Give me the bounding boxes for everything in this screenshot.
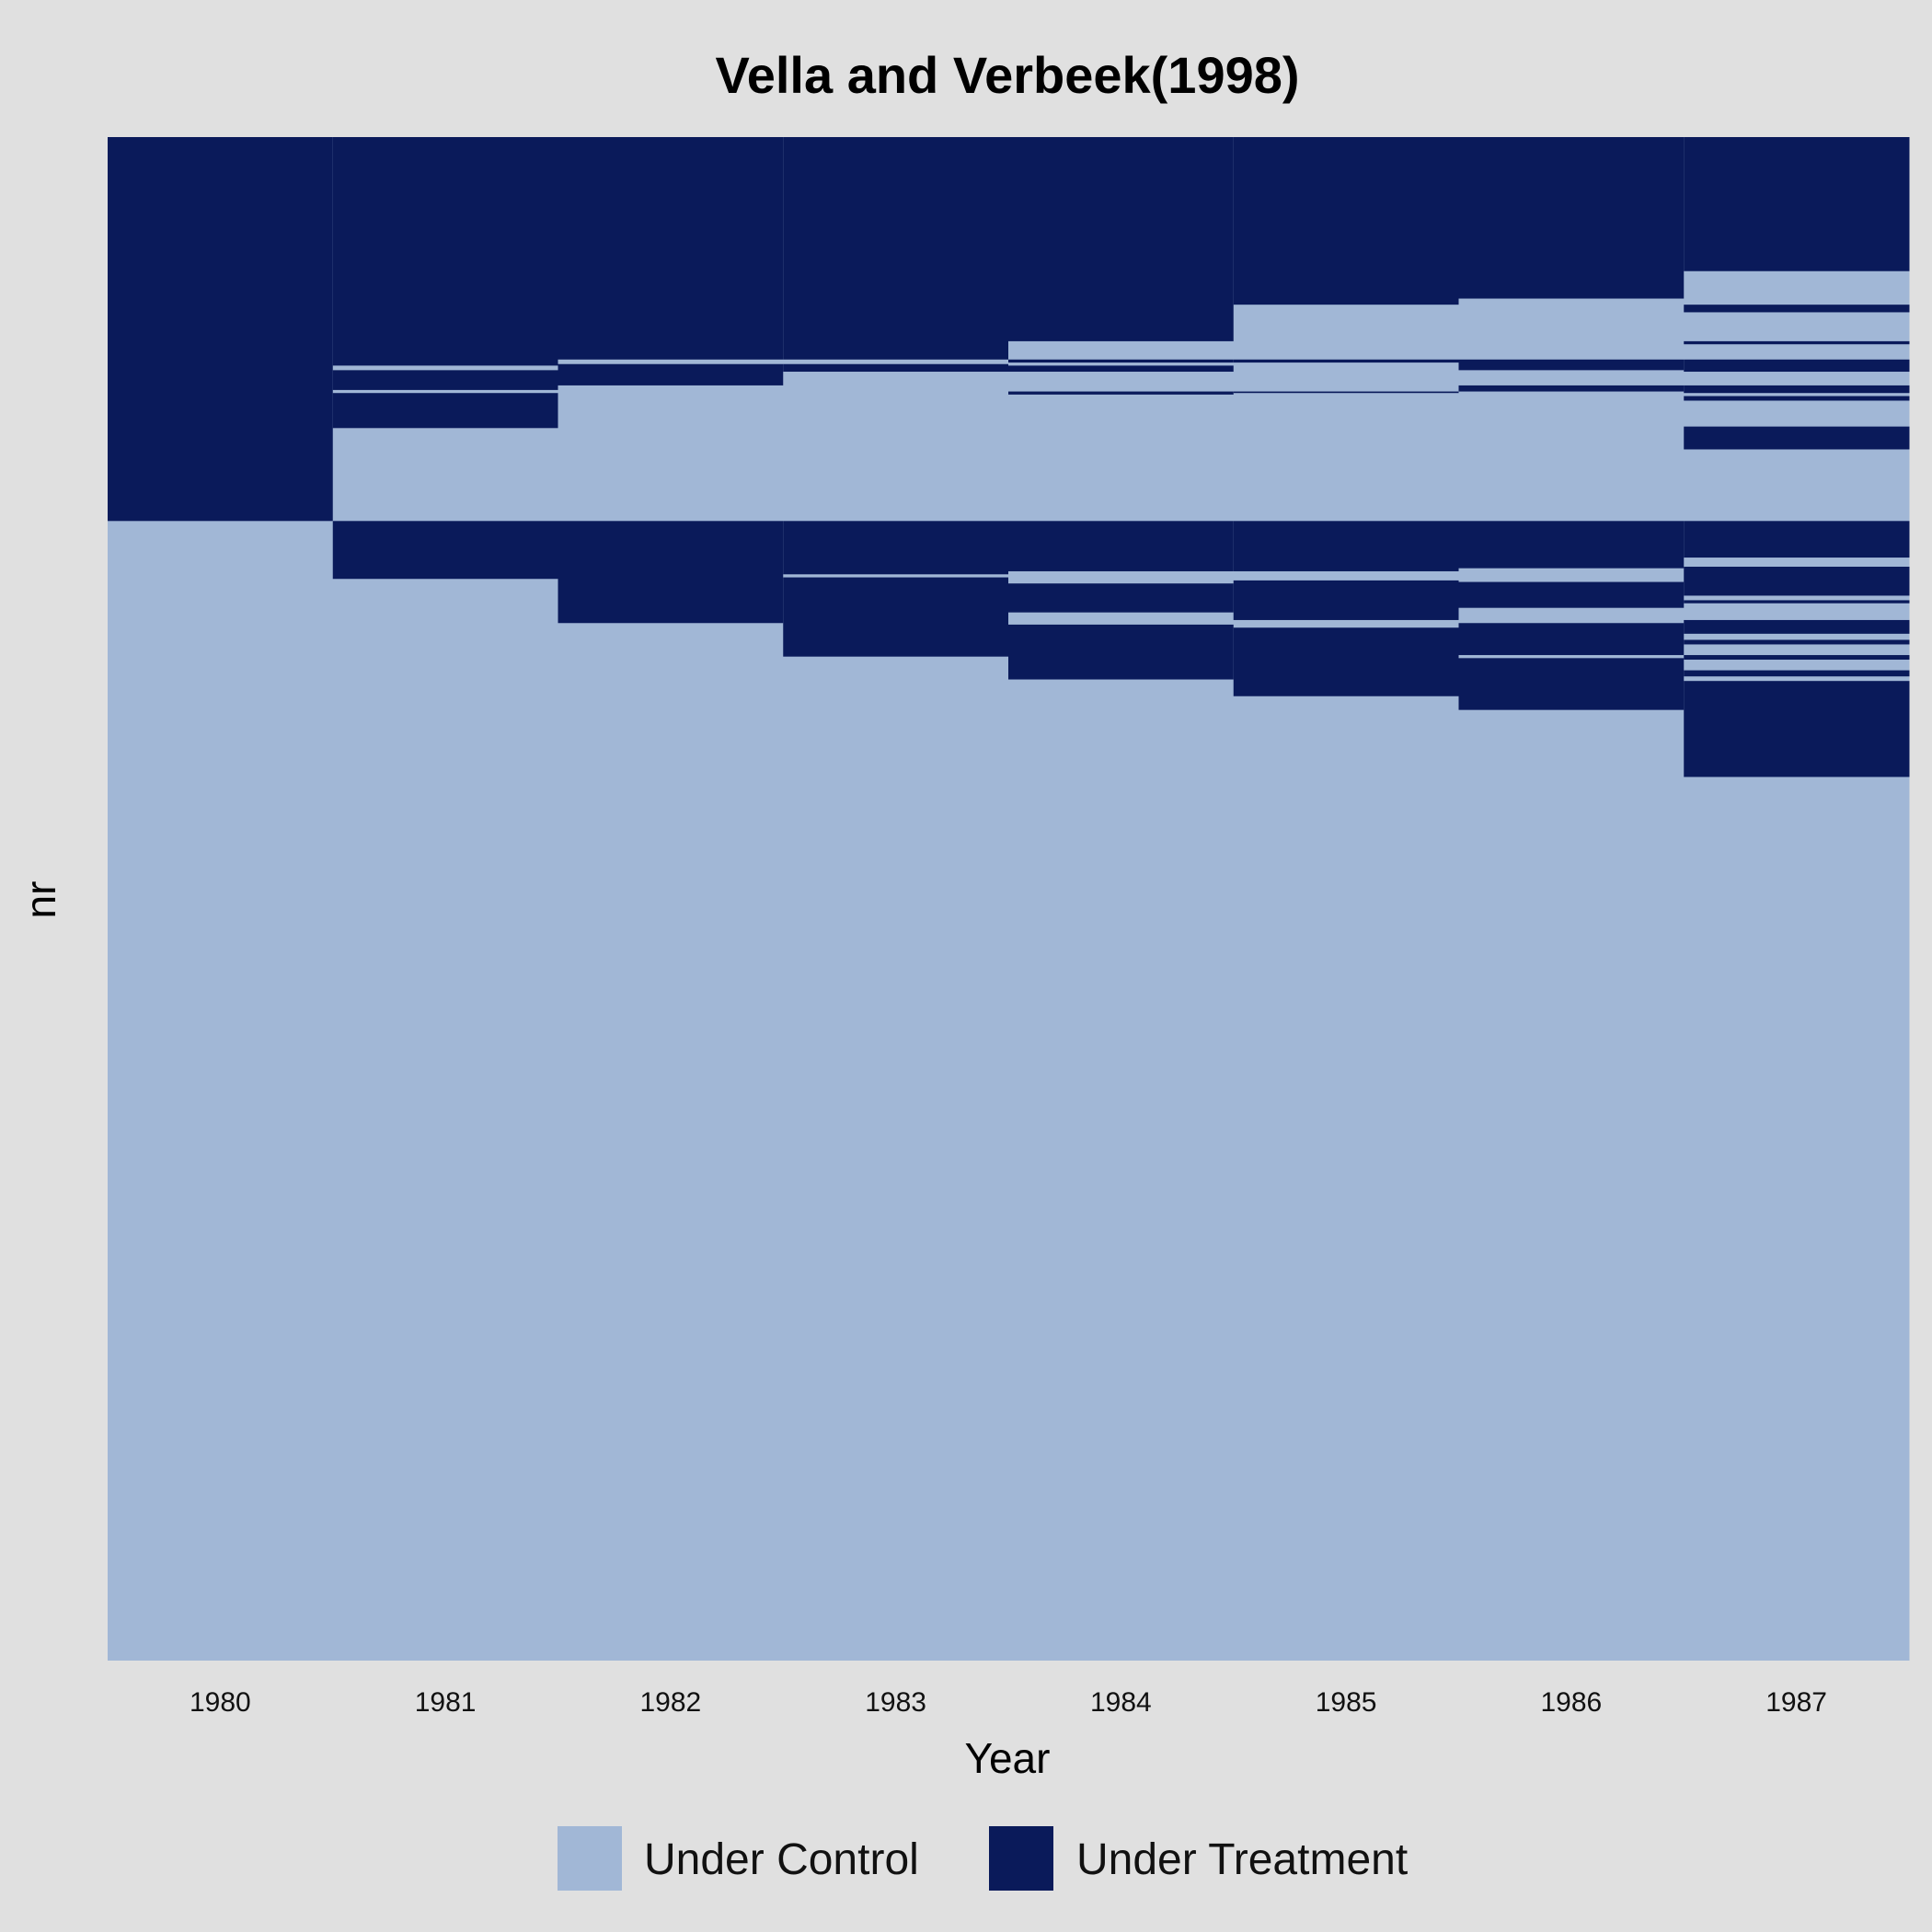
- treatment-block-1985-4: [1233, 580, 1459, 620]
- treatment-block-1984-5: [1008, 583, 1235, 613]
- treatment-block-1985-0: [1233, 137, 1459, 305]
- chart-title: Vella and Verbeek(1998): [715, 46, 1299, 104]
- legend-label-treatment: Under Treatment: [1076, 1835, 1408, 1884]
- treatment-block-1982-2: [558, 521, 784, 624]
- legend-label-control: Under Control: [644, 1835, 919, 1884]
- treatment-block-1984-0: [1008, 137, 1235, 341]
- treatment-block-1986-4: [1458, 581, 1685, 608]
- legend: Under Control Under Treatment: [558, 1826, 1408, 1891]
- treatment-block-1987-14: [1684, 681, 1910, 777]
- treatment-block-1982-1: [558, 363, 784, 385]
- control-column-1984: [1008, 137, 1235, 1661]
- heatmap-cells: [108, 137, 1910, 1661]
- x-tick-1981: 1981: [415, 1687, 477, 1718]
- legend-swatch-treatment: [989, 1826, 1053, 1891]
- treatment-block-1985-2: [1233, 391, 1459, 394]
- treatment-block-1986-0: [1458, 137, 1685, 299]
- treatment-block-1986-6: [1458, 658, 1685, 710]
- treatment-block-1987-1: [1684, 305, 1910, 313]
- treatment-block-1986-5: [1458, 623, 1685, 656]
- treatment-block-1987-5: [1684, 396, 1910, 401]
- x-tick-1983: 1983: [865, 1687, 926, 1718]
- x-tick-1985: 1985: [1316, 1687, 1377, 1718]
- treatment-block-1986-3: [1458, 521, 1685, 569]
- treatment-block-1987-8: [1684, 566, 1910, 596]
- control-column-1983: [783, 137, 1009, 1661]
- treatment-block-1983-1: [783, 363, 1009, 373]
- x-tick-1980: 1980: [190, 1687, 251, 1718]
- treatment-block-1983-0: [783, 137, 1009, 360]
- treatment-block-1987-9: [1684, 600, 1910, 604]
- treatment-block-1985-5: [1233, 627, 1459, 696]
- treatment-block-1984-2: [1008, 365, 1235, 373]
- treatment-block-1987-11: [1684, 639, 1910, 645]
- treatment-block-1987-13: [1684, 670, 1910, 677]
- legend-swatch-control: [558, 1826, 622, 1891]
- treatment-block-1987-10: [1684, 619, 1910, 634]
- treatment-block-1984-4: [1008, 521, 1235, 571]
- x-tick-1987: 1987: [1765, 1687, 1827, 1718]
- treatment-block-1985-1: [1233, 359, 1459, 363]
- treatment-block-1986-1: [1458, 359, 1685, 371]
- treatment-block-1983-2: [783, 521, 1009, 575]
- x-axis-ticks: 1980 1981 1982 1983 1984 1985 1986 1987: [190, 1687, 1827, 1718]
- x-tick-1986: 1986: [1541, 1687, 1603, 1718]
- treatment-block-1987-3: [1684, 359, 1910, 373]
- y-axis-title: nr: [17, 881, 64, 919]
- treatment-block-1984-1: [1008, 359, 1235, 363]
- x-tick-1984: 1984: [1090, 1687, 1152, 1718]
- treatment-block-1987-12: [1684, 655, 1910, 661]
- control-column-1985: [1233, 137, 1459, 1661]
- treatment-block-1983-3: [783, 577, 1009, 657]
- x-tick-1982: 1982: [640, 1687, 702, 1718]
- treatment-block-1985-3: [1233, 521, 1459, 571]
- treatment-block-1984-6: [1008, 624, 1235, 680]
- treatment-block-1980-0: [108, 137, 334, 522]
- treatment-block-1982-0: [558, 137, 784, 360]
- control-column-1982: [558, 137, 784, 1661]
- treatment-block-1987-6: [1684, 426, 1910, 450]
- treatment-block-1987-2: [1684, 340, 1910, 345]
- treatment-block-1987-0: [1684, 137, 1910, 271]
- x-axis-title: Year: [965, 1734, 1051, 1782]
- treatment-block-1981-2: [332, 393, 558, 429]
- treatment-block-1981-0: [332, 137, 558, 366]
- treatment-block-1984-3: [1008, 391, 1235, 395]
- treatment-block-1981-1: [332, 370, 558, 390]
- treatment-block-1986-2: [1458, 385, 1685, 392]
- treatment-block-1981-3: [332, 521, 558, 580]
- control-column-1981: [332, 137, 558, 1661]
- treatment-block-1987-7: [1684, 521, 1910, 558]
- treatment-block-1987-4: [1684, 385, 1910, 394]
